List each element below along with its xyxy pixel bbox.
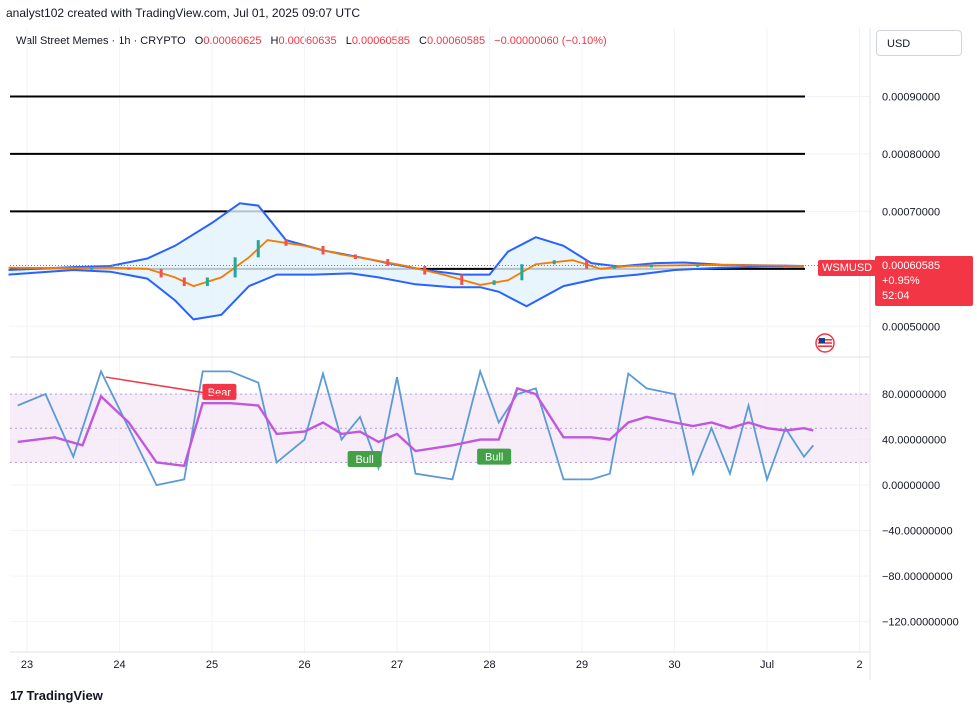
x-tick-label: 26 — [298, 659, 310, 671]
bear-divergence-line — [105, 376, 235, 399]
brand-name: TradingView — [26, 688, 103, 703]
symbol-price-tag: WSMUSD — [818, 260, 877, 276]
candle-body — [233, 257, 237, 278]
x-tick-label: 23 — [21, 659, 33, 671]
tradingview-logo-icon: 17 — [10, 688, 24, 703]
currency-button[interactable]: USD — [876, 30, 962, 56]
close-value: 0.00060585 — [426, 35, 486, 47]
candle-body — [492, 280, 496, 285]
candle-body — [386, 259, 390, 266]
price-pane — [8, 95, 870, 321]
price-y-tick-label: 0.00070000 — [882, 206, 940, 218]
tradingview-brand[interactable]: 17 TradingView — [10, 688, 103, 703]
candle-body — [353, 254, 357, 260]
bar-countdown: 52:04 — [882, 290, 910, 302]
symbol-name[interactable]: Wall Street Memes · 1h · CRYPTO — [16, 35, 186, 47]
candle-body — [649, 265, 653, 268]
stoch-y-tick-label: −80.00000000 — [882, 571, 953, 583]
candle-body — [742, 264, 746, 267]
x-tick-label: 24 — [113, 659, 125, 671]
candle-body — [784, 265, 787, 268]
last-price-tag: 0.00060585 +0.95% 52:04 — [875, 256, 973, 306]
grid-lines — [10, 28, 870, 652]
low-label: L — [345, 35, 352, 47]
signal-text: Bull — [485, 452, 503, 464]
bollinger-lower-line — [8, 265, 804, 321]
x-tick-label: 2 — [856, 659, 862, 671]
candle-body — [90, 267, 94, 270]
x-tick-label: 29 — [576, 659, 588, 671]
stoch-y-tick-label: −120.00000000 — [882, 617, 959, 629]
stoch-y-tick-label: 80.00000000 — [882, 389, 946, 401]
signal-badge — [477, 448, 512, 465]
stoch-y-tick-label: 0.00000000 — [882, 480, 940, 492]
candle-body — [321, 245, 325, 255]
candle-body — [256, 240, 260, 258]
open-value: 0.00060625 — [203, 35, 262, 47]
candle-body — [552, 260, 556, 265]
candle-body — [159, 268, 163, 278]
candle-body — [520, 264, 524, 281]
candle-body — [205, 277, 209, 287]
x-tick-label: 30 — [668, 659, 680, 671]
change-value: −0.00000060 (−0.10%) — [494, 35, 607, 47]
price-y-tick-label: 0.00090000 — [882, 91, 940, 103]
signal-badge — [347, 450, 382, 467]
candle-body — [696, 264, 700, 267]
stoch-k-line — [17, 368, 814, 487]
candle-body — [284, 240, 288, 246]
bull-signal-label: Bull — [347, 450, 382, 467]
low-value: 0.00060585 — [351, 35, 410, 47]
axes: 23 24 25 26 27 28 29 30 Jul 2 0.00090000 0.00080000… — [10, 28, 959, 680]
price-y-tick-label: 0.00050000 — [882, 321, 940, 333]
chart-caption: analyst102 created with TradingView.com,… — [6, 6, 360, 20]
bollinger-fill — [8, 203, 804, 320]
high-value: 0.00060635 — [278, 35, 337, 47]
open-label: O — [194, 35, 204, 47]
stoch-y-tick-label: −40.00000000 — [882, 526, 953, 538]
high-label: H — [270, 35, 279, 47]
close-label: C — [419, 35, 427, 47]
candle-body — [182, 277, 186, 287]
candle-body — [585, 260, 589, 269]
bull-signal-label: Bull — [477, 448, 512, 465]
x-tick-label: 28 — [483, 659, 495, 671]
last-price: 0.00060585 — [882, 260, 941, 272]
us-flag-icon[interactable] — [815, 333, 835, 353]
price-y-tick-label: 0.00080000 — [882, 149, 940, 161]
x-tick-label: 25 — [206, 659, 218, 671]
last-change-pct: +0.95% — [882, 275, 920, 287]
candle-body — [423, 265, 427, 275]
stoch-y-tick-label: 40.00000000 — [882, 435, 946, 447]
x-tick-label: Jul — [760, 659, 774, 671]
ohlc-legend: Wall Street Memes · 1h · CRYPTO O0.00060… — [16, 35, 607, 47]
candle-body — [460, 274, 464, 285]
candle-body — [127, 267, 131, 270]
x-tick-label: 27 — [391, 659, 403, 671]
stoch-d-line — [17, 386, 814, 468]
candle-body — [612, 265, 616, 269]
candle-body — [39, 267, 43, 270]
signal-text: Bull — [355, 454, 373, 466]
